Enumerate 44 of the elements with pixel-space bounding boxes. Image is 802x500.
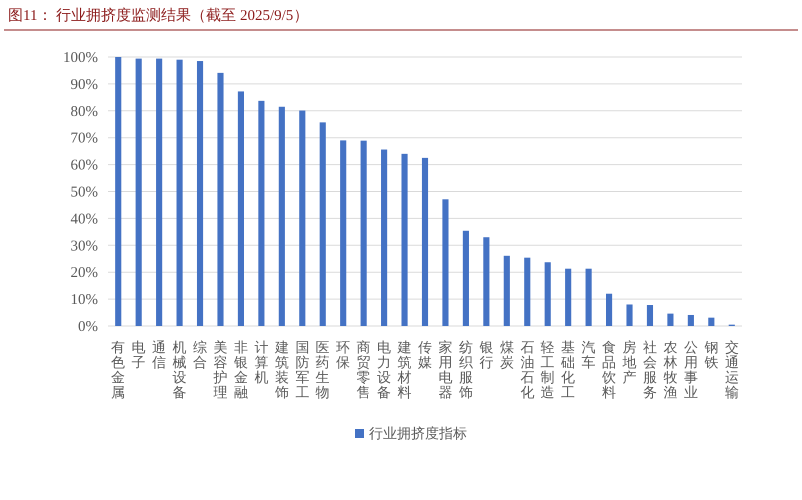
x-tick-label: 综合: [193, 340, 208, 371]
x-tick-label: 交通运输: [724, 340, 739, 401]
y-tick-label: 70%: [70, 130, 98, 147]
x-tick-label: 国防军工: [295, 340, 310, 401]
x-tick-label: 轻工制造: [540, 340, 555, 401]
y-tick-label: 10%: [70, 292, 98, 308]
x-tick-label: 环保: [336, 340, 350, 371]
y-tick-label: 80%: [70, 104, 98, 120]
x-tick-label: 电子: [132, 340, 146, 371]
x-tick-label: 商贸零售: [356, 340, 371, 401]
x-tick-label: 食品饮料: [601, 340, 616, 401]
x-tick-label: 社会服务: [642, 340, 657, 401]
x-tick-label: 医药生物: [316, 340, 330, 401]
x-tick-label: 钢铁: [703, 340, 718, 371]
x-tick-label: 银行: [478, 340, 494, 371]
y-tick-label: 90%: [70, 76, 98, 93]
y-tick-label: 60%: [70, 158, 98, 174]
x-tick-label: 建筑材料: [396, 340, 412, 401]
legend: 行业拥挤度指标: [355, 426, 467, 442]
x-tick-label: 电力设备: [377, 340, 392, 401]
x-tick-label: 基础化工: [560, 340, 576, 401]
x-tick-label: 建筑装饰: [274, 340, 289, 401]
y-tick-label: 0%: [78, 319, 98, 335]
x-tick-label: 石油石化: [520, 340, 534, 401]
x-tick-label: 汽车: [582, 340, 596, 371]
x-tick-label: 纺织服饰: [458, 340, 473, 401]
x-tick-label: 农林牧渔: [662, 340, 678, 401]
x-tick-label: 公用事业: [684, 340, 698, 401]
y-tick-label: 50%: [70, 184, 98, 200]
x-tick-label: 通信: [152, 340, 166, 371]
x-tick-label: 家用电器: [438, 340, 452, 401]
x-tick-label: 计算机: [254, 340, 268, 386]
y-tick-label: 40%: [70, 211, 98, 228]
x-tick-label: 传媒: [418, 340, 432, 371]
x-tick-label: 非银金融: [232, 340, 248, 401]
x-tick-label: 美容护理: [212, 340, 228, 401]
x-tick-label: 有色金属: [111, 340, 126, 401]
y-tick-label: 20%: [70, 265, 98, 282]
title: 图11： 行业拥挤度监测结果（截至 2025/9/5）: [8, 8, 308, 24]
y-tick-label: 100%: [63, 50, 98, 66]
y-tick-label: 30%: [70, 238, 98, 254]
x-tick-label: 房地产: [622, 340, 637, 386]
x-tick-label: 机械设备: [172, 340, 187, 401]
x-tick-label: 煤炭: [500, 340, 514, 371]
